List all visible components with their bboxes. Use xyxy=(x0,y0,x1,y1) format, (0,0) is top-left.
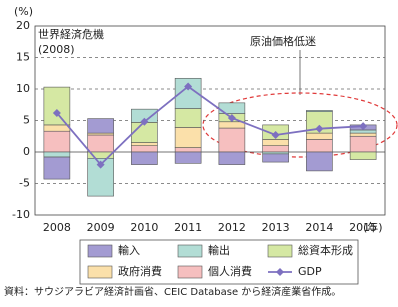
legend-swatch xyxy=(267,244,293,258)
bar-segment xyxy=(43,86,71,126)
y-tick-label: 0 xyxy=(23,145,30,158)
bar-segment xyxy=(43,130,71,153)
bar-segment xyxy=(349,135,377,153)
line-marker xyxy=(315,124,324,133)
legend-box xyxy=(79,239,359,285)
line-marker xyxy=(227,113,236,122)
bar-segment xyxy=(218,121,246,129)
x-tick-label: 2015 xyxy=(349,221,377,234)
y-tick-label: 20 xyxy=(16,19,30,32)
x-unit: (年) xyxy=(363,220,383,234)
x-tick-label: 2012 xyxy=(218,221,246,234)
bar-segment xyxy=(306,132,333,140)
line-marker xyxy=(271,130,280,139)
bar-segment xyxy=(349,132,377,137)
line-marker xyxy=(140,117,149,126)
bar-segment xyxy=(131,151,158,165)
y-unit: (%) xyxy=(14,5,33,18)
bar-segment xyxy=(306,139,333,153)
line-marker xyxy=(359,122,368,131)
legend-swatch xyxy=(87,244,113,258)
line-marker xyxy=(52,108,61,117)
bar-segment xyxy=(262,139,289,146)
bar-segment xyxy=(43,156,71,180)
legend-label: 総資本形成 xyxy=(298,243,353,257)
bar-segment xyxy=(349,151,377,160)
annotation: (2008) xyxy=(38,43,75,56)
bar-segment xyxy=(87,118,114,134)
bar-segment xyxy=(306,110,333,112)
x-tick-label: 2009 xyxy=(87,221,115,234)
y-tick-label: -5 xyxy=(19,177,30,190)
x-tick-label: 2010 xyxy=(130,221,158,234)
bar-segment xyxy=(87,134,114,153)
bar-segment xyxy=(174,108,202,128)
x-tick-label: 2014 xyxy=(305,221,333,234)
y-tick-label: 15 xyxy=(16,51,30,64)
bar-segment xyxy=(262,153,289,163)
legend-label: GDP xyxy=(298,265,322,278)
legend-swatch xyxy=(87,265,113,279)
bar-segment xyxy=(174,147,202,153)
bar-segment xyxy=(349,129,377,134)
bar-segment xyxy=(174,127,202,148)
y-tick-label: 10 xyxy=(16,82,30,95)
line-marker xyxy=(96,160,105,169)
legend-label: 輸出 xyxy=(208,243,230,257)
legend-label: 輸入 xyxy=(118,243,140,257)
legend-marker xyxy=(276,268,284,276)
bar-segment xyxy=(43,124,71,132)
line-marker xyxy=(184,82,193,91)
legend-swatch xyxy=(177,244,203,258)
bar-segment xyxy=(218,127,246,153)
annotation: 世界経済危機 xyxy=(38,27,104,41)
y-tick-label: 5 xyxy=(23,114,30,127)
legend-label: 政府消費 xyxy=(118,264,162,278)
x-tick-label: 2011 xyxy=(174,221,202,234)
bar-segment xyxy=(43,151,71,158)
bar-segment xyxy=(218,151,246,165)
bar-segment xyxy=(174,151,202,164)
y-tick-label: -10 xyxy=(12,208,30,221)
legend-label: 個人消費 xyxy=(208,264,252,278)
annotation: 原油価格低迷 xyxy=(250,34,316,48)
bar-segment xyxy=(131,145,158,153)
x-tick-label: 2013 xyxy=(262,221,290,234)
legend-swatch xyxy=(177,265,203,279)
x-tick-label: 2008 xyxy=(43,221,71,234)
bar-segment xyxy=(131,142,158,147)
line xyxy=(56,85,364,166)
source: 資料：サウジアラビア経済計画省、CEIC Database から経済産業省作成。 xyxy=(4,285,341,298)
highlight-ellipse xyxy=(202,92,398,158)
bar-segment xyxy=(306,151,333,172)
bar-segment xyxy=(262,145,289,153)
